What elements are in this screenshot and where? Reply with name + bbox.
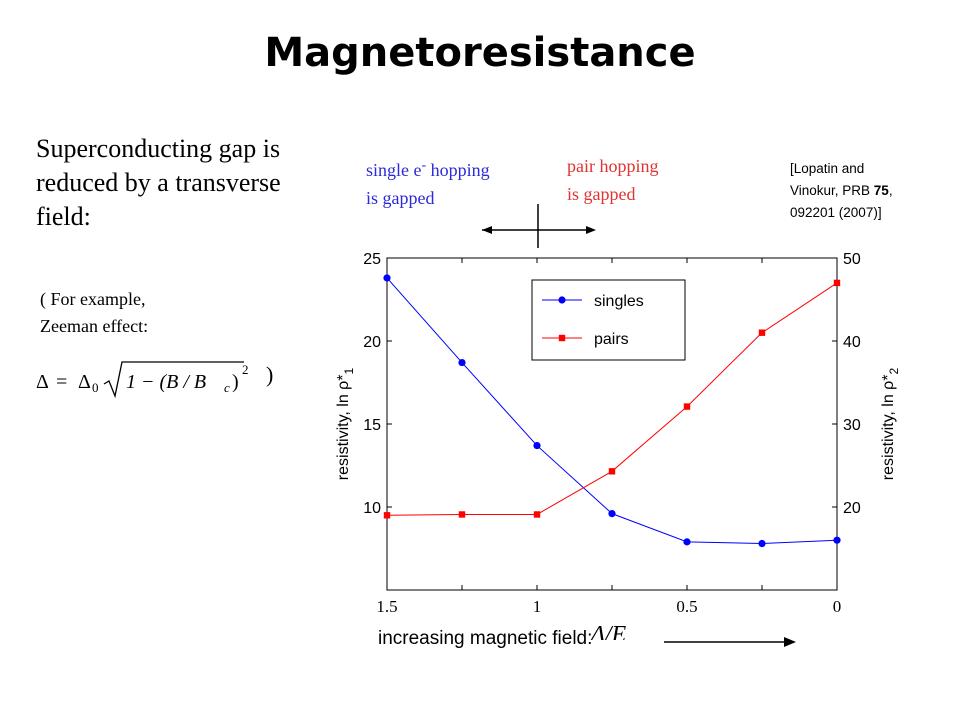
pairs-point bbox=[683, 403, 691, 410]
pairs-point bbox=[383, 512, 391, 519]
example-line-2: Zeeman effect: bbox=[40, 316, 149, 336]
citation-line-1: [Lopatin and bbox=[790, 161, 865, 176]
single-hopping-label: single e- hopping is gapped bbox=[366, 152, 490, 212]
legend-marker-singles bbox=[558, 296, 566, 304]
x-tick-label: 1 bbox=[533, 597, 542, 616]
formula-equals: = bbox=[56, 371, 67, 393]
single-sup: - bbox=[421, 158, 427, 173]
increasing-field-arrow bbox=[664, 637, 796, 647]
citation-line-3: 092201 (2007)] bbox=[790, 205, 882, 220]
single-line-1-end: hopping bbox=[426, 160, 490, 180]
axis-labels: Δ/Ec resistivity, ln ρ*1 resistivity, ln ρ… bbox=[335, 367, 901, 640]
magnetoresistance-chart: 1.5 1 0.5 0 10 15 20 25 20 30 40 50 Δ/Ec resistivity… bbox=[335, 251, 901, 640]
citation-line-2: Vinokur, PRB bbox=[790, 183, 874, 198]
right-tick-label: 30 bbox=[843, 417, 861, 434]
singles-point bbox=[833, 536, 841, 544]
formula-sub-c: c bbox=[224, 380, 230, 395]
singles-point bbox=[533, 441, 541, 450]
pairs-point bbox=[833, 279, 841, 287]
increasing-field-label: increasing magnetic field: bbox=[378, 628, 593, 649]
arrow-right-head bbox=[586, 226, 596, 234]
formula-delta: Δ bbox=[36, 371, 49, 393]
formula-sub0: 0 bbox=[92, 380, 99, 395]
legend-marker-pairs bbox=[558, 334, 566, 342]
legend-box bbox=[531, 279, 686, 361]
gap-formula: Δ = Δ 0 1 − (B / B c ) 2 bbox=[36, 361, 249, 399]
intro-text: Superconducting gap is reduced by a tran… bbox=[36, 134, 281, 231]
singles-point bbox=[608, 510, 616, 518]
pairs-point bbox=[533, 511, 541, 518]
legend-label-singles: singles bbox=[594, 293, 644, 310]
pair-line-2: is gapped bbox=[567, 184, 636, 204]
chart-legend: singles pairs bbox=[531, 279, 686, 361]
right-axis-label: resistivity, ln ρ*2 bbox=[880, 367, 901, 480]
crossover-arrows bbox=[482, 204, 596, 248]
single-line-1: single e bbox=[366, 160, 422, 180]
pair-hopping-label: pair hopping is gapped bbox=[567, 152, 659, 208]
singles-point bbox=[383, 274, 391, 282]
x-tick-label: 0.5 bbox=[676, 597, 697, 616]
legend-label-pairs: pairs bbox=[594, 331, 629, 348]
left-tick-label: 20 bbox=[363, 334, 381, 351]
example-line-1: ( For example, bbox=[40, 289, 146, 309]
citation: [Lopatin and Vinokur, PRB 75, 092201 (20… bbox=[790, 158, 940, 224]
pairs-point bbox=[758, 329, 766, 336]
x-tick-label: 1.5 bbox=[376, 597, 397, 616]
formula-inner-end: ) bbox=[232, 371, 239, 393]
pairs-point bbox=[458, 511, 466, 518]
formula-exp: 2 bbox=[242, 362, 249, 377]
slide-title: Magnetoresistance bbox=[264, 30, 696, 76]
axis-ticks: 1.5 1 0.5 0 10 15 20 25 20 30 40 50 bbox=[363, 251, 861, 616]
right-tick-label: 40 bbox=[843, 334, 861, 351]
left-tick-label: 15 bbox=[363, 417, 381, 434]
singles-point bbox=[458, 358, 466, 367]
left-tick-label: 10 bbox=[363, 500, 381, 517]
formula-close-paren: ) bbox=[266, 362, 274, 387]
pair-line-1: pair hopping bbox=[567, 156, 659, 176]
pairs-point bbox=[608, 468, 616, 475]
citation-volume: 75 bbox=[873, 183, 889, 198]
sqrt-sign bbox=[103, 361, 244, 399]
example-note: ( For example, Zeeman effect: bbox=[40, 286, 270, 340]
right-tick-label: 20 bbox=[843, 500, 861, 517]
formula-inner: 1 − (B / B bbox=[126, 371, 206, 393]
x-tick-label: 0 bbox=[833, 597, 842, 616]
formula-delta0: Δ bbox=[78, 371, 91, 393]
citation-line-2-end: , bbox=[888, 183, 893, 198]
data-series bbox=[383, 274, 841, 548]
single-line-2: is gapped bbox=[366, 188, 435, 208]
left-axis-label: resistivity, ln ρ*1 bbox=[335, 367, 356, 480]
x-axis-label: Δ/Ec bbox=[590, 622, 634, 640]
left-tick-label: 25 bbox=[363, 251, 381, 268]
arrow-left-head bbox=[482, 226, 492, 234]
singles-point bbox=[758, 539, 766, 548]
singles-point bbox=[683, 538, 691, 546]
right-tick-label: 50 bbox=[843, 251, 861, 268]
